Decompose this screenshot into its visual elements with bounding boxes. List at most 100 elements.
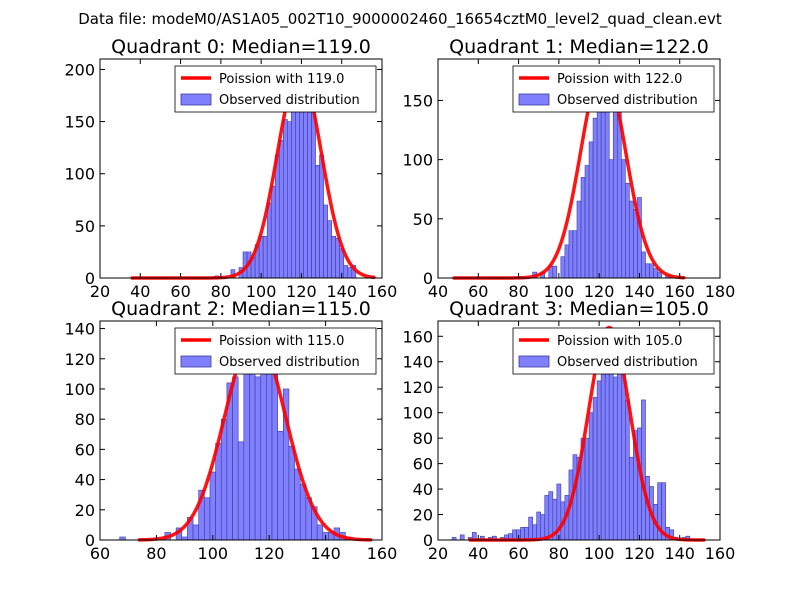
x-tick-label: 80 xyxy=(549,544,569,563)
x-tick-label: 140 xyxy=(664,544,695,563)
legend: Poission with 115.0 Observed distribution xyxy=(174,327,377,375)
x-tick-label: 60 xyxy=(90,544,110,563)
y-tick-label: 80 xyxy=(75,410,95,429)
histogram-bar xyxy=(532,524,537,541)
y-tick-label: 0 xyxy=(85,531,95,550)
histogram-bar xyxy=(604,102,610,279)
legend-label-observed: Observed distribution xyxy=(557,93,698,108)
histogram-bar xyxy=(347,267,353,279)
histogram-bar xyxy=(335,238,341,279)
histogram-bar xyxy=(528,516,533,541)
y-tick-label: 20 xyxy=(75,501,95,520)
y-tick-label: 100 xyxy=(64,380,95,399)
x-tick-label: 120 xyxy=(254,544,285,563)
histogram-bar xyxy=(237,441,245,541)
histogram-bar xyxy=(282,119,288,279)
histogram-bar xyxy=(637,427,642,541)
histogram-bar xyxy=(584,165,590,279)
x-tick-label: 160 xyxy=(367,282,398,301)
x-tick-label: 140 xyxy=(624,282,655,301)
legend: Poission with 105.0 Observed distribution xyxy=(512,327,715,375)
axes-frame xyxy=(437,320,721,541)
histogram-bar xyxy=(327,220,332,279)
x-tick-label: 120 xyxy=(584,282,615,301)
histogram-bar xyxy=(576,200,582,279)
histogram-bar xyxy=(641,251,646,279)
histogram-bar xyxy=(343,265,349,279)
y-tick-label: 60 xyxy=(75,440,95,459)
y-tick-label: 100 xyxy=(402,404,433,423)
legend-bar-swatch xyxy=(518,355,550,368)
histogram-bar xyxy=(307,108,312,279)
histogram-bar xyxy=(620,159,626,279)
y-tick-label: 60 xyxy=(413,455,433,474)
histogram-bar xyxy=(588,412,594,541)
y-tick-label: 150 xyxy=(64,113,95,132)
histogram-bar xyxy=(270,185,276,279)
histogram-bar xyxy=(612,376,618,541)
x-tick-label: 80 xyxy=(146,544,166,563)
histogram-bar xyxy=(271,372,278,541)
histogram-bar xyxy=(316,524,324,541)
legend-bar-swatch xyxy=(180,93,212,106)
x-tick-label: 100 xyxy=(544,282,575,301)
histogram-bar xyxy=(588,141,594,279)
x-tick-label: 140 xyxy=(310,544,341,563)
x-tick-label: 160 xyxy=(367,544,398,563)
x-tick-label: 120 xyxy=(286,282,317,301)
histogram-bar xyxy=(192,524,199,541)
histogram-bar xyxy=(616,351,622,541)
y-tick-label: 50 xyxy=(75,217,95,236)
histogram-bar xyxy=(592,397,598,541)
histogram-bar xyxy=(315,165,320,279)
histogram-bar xyxy=(544,495,550,541)
histogram-bar xyxy=(560,256,566,279)
x-tick-label: 120 xyxy=(624,544,655,563)
x-tick-label: 160 xyxy=(664,282,695,301)
histogram-bar xyxy=(564,244,570,279)
y-tick-label: 160 xyxy=(402,327,433,346)
histogram-bar xyxy=(266,356,273,541)
panel-title: Quadrant 3: Median=105.0 xyxy=(449,298,709,320)
x-tick-label: 140 xyxy=(326,282,357,301)
legend-label-observed: Observed distribution xyxy=(219,93,360,108)
legend-bar-swatch xyxy=(180,355,212,368)
histogram-bar xyxy=(232,376,239,541)
y-tick-label: 200 xyxy=(64,60,95,79)
axes-frame xyxy=(99,58,383,279)
y-tick-label: 100 xyxy=(64,165,95,184)
histogram-bars xyxy=(119,328,352,541)
x-tick-label: 100 xyxy=(584,544,615,563)
histogram-bar xyxy=(278,140,284,279)
axes-frame xyxy=(437,58,721,279)
x-tick-label: 100 xyxy=(246,282,277,301)
histogram-bar xyxy=(572,230,578,279)
histogram-bar xyxy=(629,200,634,279)
histogram-bar xyxy=(288,446,295,541)
histogram-bar xyxy=(266,202,272,279)
x-tick-label: 40 xyxy=(468,544,488,563)
panel-title: Quadrant 2: Median=115.0 xyxy=(111,298,371,320)
y-tick-label: 140 xyxy=(64,320,95,339)
x-tick-label: 40 xyxy=(428,282,448,301)
x-tick-label: 180 xyxy=(705,282,736,301)
histogram-bar xyxy=(625,183,630,279)
histogram-bar xyxy=(291,95,296,279)
panel-2: 60 80 100 120 140 160 0 20 40 60 80 100 120 140 Quadra… xyxy=(64,298,397,563)
x-tick-label: 60 xyxy=(508,544,528,563)
histogram-bar xyxy=(260,347,267,541)
histogram-bar xyxy=(629,456,634,541)
y-tick-label: 0 xyxy=(85,269,95,288)
histogram-bar xyxy=(274,154,280,279)
legend-label-poisson: Poission with 122.0 xyxy=(557,72,682,87)
legend-label-observed: Observed distribution xyxy=(219,355,360,370)
histogram-bar xyxy=(608,159,614,279)
histogram-bar xyxy=(596,380,602,541)
x-tick-label: 20 xyxy=(90,282,110,301)
panel-title: Quadrant 1: Median=122.0 xyxy=(449,36,709,58)
x-tick-label: 40 xyxy=(130,282,150,301)
y-tick-label: 40 xyxy=(413,480,433,499)
panel-3: 20 40 60 80 100 120 140 16002040608010012014016… xyxy=(402,298,735,563)
histogram-bar xyxy=(319,154,324,279)
